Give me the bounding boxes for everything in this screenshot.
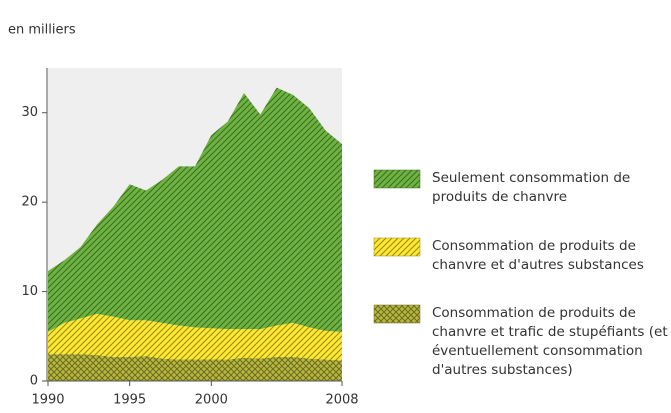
legend-swatch [373,237,421,257]
y-tick-label: 0 [30,374,38,389]
legend-label: Consommation de produits de chanvre et d… [432,238,644,273]
legend-swatch [373,169,421,189]
area [48,313,342,361]
x-tick-label: 2000 [195,393,228,408]
x-tick-label: 2008 [325,393,358,408]
area [48,354,342,381]
x-tick-label: 1995 [113,393,146,408]
legend-label: Consommation de produits de chanvre et t… [432,305,668,378]
y-tick-label: 10 [21,284,38,299]
y-axis-label: en milliers [8,23,76,38]
x-tick-label: 1990 [31,393,64,408]
area [48,87,342,332]
legend-label: Seulement consommation de produits de ch… [432,170,631,205]
y-tick-label: 20 [21,195,38,210]
y-tick-label: 30 [21,105,38,120]
legend-swatch [373,304,421,324]
